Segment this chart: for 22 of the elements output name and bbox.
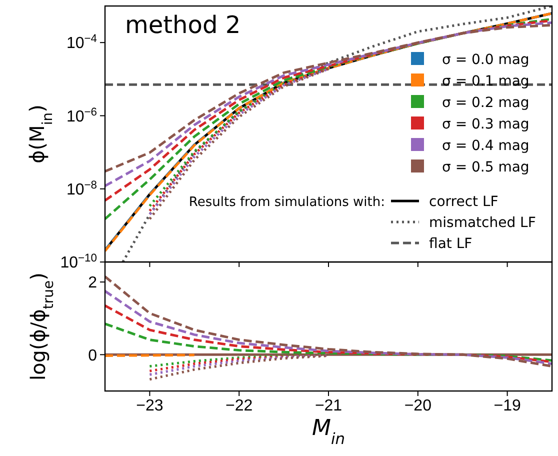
- x-tick-label: −22: [226, 397, 253, 414]
- legend-label: σ = 0.2 mag: [442, 95, 530, 111]
- legend-label: σ = 0.4 mag: [442, 138, 530, 154]
- x-axis-title: M$_{in}$: [312, 416, 346, 448]
- legend-title: Results from simulations with:: [188, 195, 385, 210]
- y-tick-label: 10$^{−8}$: [66, 179, 97, 198]
- legend-label: mismatched LF: [429, 215, 536, 231]
- x-tick-label: −23: [136, 397, 164, 414]
- chart-title: method 2: [125, 11, 241, 39]
- x-tick-label: −20: [404, 397, 432, 414]
- x-tick-label: −19: [494, 397, 521, 414]
- y-tick-label: 10$^{−10}$: [60, 252, 97, 272]
- y-tick-label: 10$^{−6}$: [66, 106, 97, 126]
- legend-label: σ = 0.5 mag: [442, 160, 530, 176]
- legend-label: correct LF: [429, 194, 498, 210]
- x-tick-label: −21: [314, 397, 342, 414]
- y-tick-label: 0: [88, 347, 98, 364]
- legend-label: σ = 0.3 mag: [442, 116, 530, 132]
- legend-label: flat LF: [429, 236, 472, 252]
- y-tick-label: 10$^{−4}$: [66, 33, 97, 52]
- y-tick-label: 2: [88, 274, 98, 292]
- legend-label: σ = 0.0 mag: [442, 52, 530, 68]
